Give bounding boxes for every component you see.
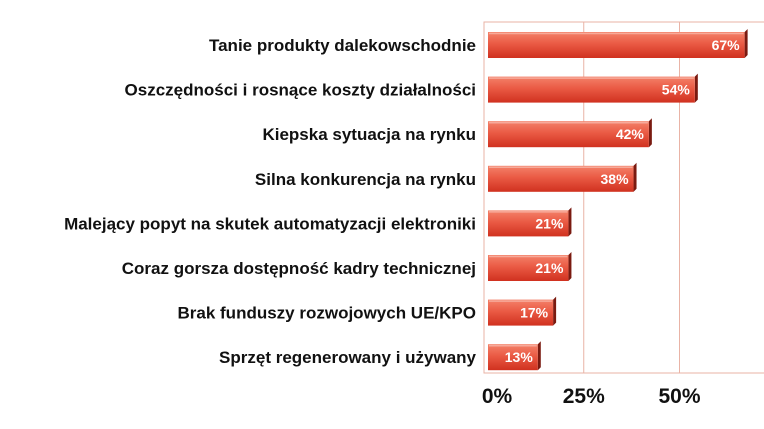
category-label: Brak funduszy rozwojowych UE/KPO (178, 304, 477, 323)
bar-2: 54% (488, 73, 698, 103)
bar-5: 21% (488, 207, 572, 237)
plot-area (483, 21, 764, 374)
bar-face (488, 344, 538, 371)
value-label: 21% (535, 215, 564, 231)
x-tick-label: 50% (658, 385, 700, 408)
gridlines (583, 22, 680, 373)
bar-face (488, 76, 695, 103)
category-label: Oszczędności i rosnące koszty działalnoś… (125, 81, 476, 100)
x-tick-label: 0% (482, 385, 513, 408)
bar-face (488, 299, 554, 326)
value-label: 13% (505, 349, 534, 365)
category-label: Kiepska sytuacja na rynku (262, 125, 476, 144)
category-label: Silna konkurencja na rynku (255, 170, 476, 189)
value-label: 21% (535, 260, 564, 276)
bar-face (488, 32, 745, 58)
bar-6: 21% (488, 252, 572, 281)
x-tick-label: 25% (563, 385, 605, 408)
category-label: Sprzęt regenerowany i używany (219, 348, 477, 367)
value-label: 42% (616, 126, 645, 142)
plot-border (483, 21, 764, 374)
bar-face (488, 165, 634, 192)
category-label: Coraz gorsza dostępność kadry techniczne… (122, 259, 476, 278)
bar-face (488, 121, 649, 148)
bars: 67% 54% 42% 38% 21% 21% 17% 13% (488, 29, 748, 371)
value-label: 54% (662, 82, 691, 98)
bar-8: 13% (488, 341, 541, 371)
bar-4: 38% (488, 162, 637, 192)
value-label: 67% (712, 37, 741, 53)
category-label: Malejący popyt na skutek automatyzacji e… (64, 214, 476, 233)
x-axis-tick-labels: 0% 25% 50% (482, 385, 701, 408)
value-label: 17% (520, 305, 549, 321)
bar-1: 67% (488, 29, 748, 58)
bar-face (488, 255, 569, 281)
bar-3: 42% (488, 118, 652, 148)
bar-face (488, 210, 569, 237)
bar-7: 17% (488, 296, 557, 326)
category-label: Tanie produkty dalekowschodnie (209, 36, 476, 55)
category-labels: Tanie produkty dalekowschodnie Oszczędnoś… (64, 36, 476, 367)
value-label: 38% (601, 171, 630, 187)
